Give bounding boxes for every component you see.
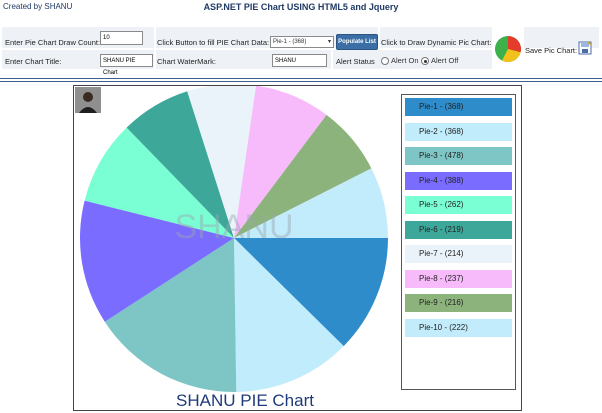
pie-slice-10 (234, 168, 388, 238)
legend-item-2: Pie-2 - (368) (405, 122, 512, 141)
pie-data-select[interactable]: Pie-1 - (368) ▾ (270, 36, 334, 48)
chart-title-label: Enter Chart Title: (5, 57, 62, 66)
radio-checked-icon (421, 57, 429, 66)
pie-slice-5 (84, 127, 234, 238)
legend-item-1: Pie-1 - (368) (405, 98, 512, 116)
alert-on-radio[interactable]: Alert On (381, 56, 419, 66)
divider-bottom (0, 81, 602, 82)
pie-data-select-value: Pie-1 - (368) (273, 39, 307, 45)
watermark-input[interactable]: SHANU (272, 54, 327, 67)
divider-top (0, 78, 602, 79)
alert-status-label: Alert Status (336, 57, 375, 66)
chart-legend: Pie-1 - (368) Pie-2 - (368) Pie-3 - (478) P… (401, 94, 516, 390)
watermark-label: Chart WaterMark: (157, 57, 216, 66)
alert-on-label: Alert On (391, 56, 419, 65)
legend-item-5: Pie-5 - (262) (405, 196, 512, 214)
chart-title-input[interactable]: SHANU PIE Chart (100, 54, 153, 76)
save-chart-icon[interactable] (578, 41, 592, 55)
pie-slice-6 (126, 91, 234, 239)
page-title: ASP.NET PIE Chart USING HTML5 and Jquery (203, 2, 399, 12)
draw-count-label: Enter Pie Chart Draw Count: (5, 38, 101, 47)
legend-item-3: Pie-3 - (478) (405, 147, 512, 165)
avatar (75, 87, 101, 113)
legend-item-7: Pie-7 - (214) (405, 245, 512, 263)
chart-title: SHANU PIE Chart (176, 391, 314, 410)
save-chart-label: Save Pic Chart: (525, 46, 578, 55)
legend-item-8: Pie-8 - (237) (405, 269, 512, 288)
pie-slice-2 (234, 238, 344, 392)
pie-slice-8 (234, 86, 327, 238)
pie-slice-9 (234, 114, 372, 238)
fill-data-label: Click Button to fill PIE Chart Data: (157, 38, 270, 47)
legend-item-6: Pie-6 - (219) (405, 220, 512, 239)
pie-slice-1 (234, 238, 388, 347)
populate-list-button[interactable]: Populate List (336, 34, 378, 50)
legend-item-9: Pie-9 - (216) (405, 294, 512, 312)
created-by-label: Created by SHANU (3, 2, 73, 11)
legend-item-10: Pie-10 - (222) (405, 318, 512, 337)
draw-dynamic-label: Click to Draw Dynamic Pic Chart: (381, 38, 492, 47)
alert-off-label: Alert Off (431, 56, 459, 65)
chevron-down-icon: ▾ (327, 39, 331, 45)
legend-item-4: Pie-4 - (388) (405, 171, 512, 190)
draw-count-input[interactable]: 10 (100, 31, 143, 45)
draw-pie-chart-icon[interactable] (493, 34, 523, 64)
alert-off-radio[interactable]: Alert Off (421, 56, 459, 66)
pie-slice-3 (104, 238, 237, 392)
radio-unchecked-icon (381, 57, 389, 66)
pie-slice-7 (187, 86, 257, 238)
chart-watermark: SHANU (174, 208, 293, 246)
pie-chart: SHANU SHANU PIE Chart (79, 86, 388, 410)
pie-slice-4 (79, 200, 234, 322)
